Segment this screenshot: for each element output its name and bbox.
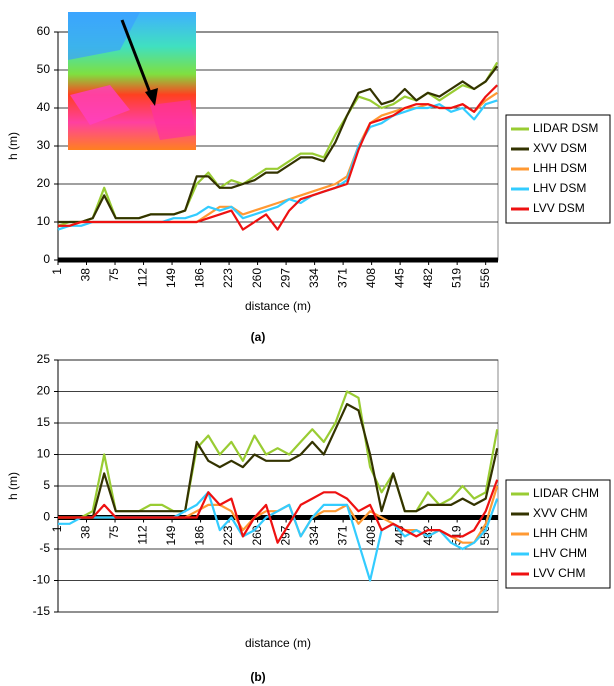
- legend-label: LHV CHM: [533, 546, 587, 560]
- x-tick-label: 297: [278, 268, 292, 288]
- x-tick-label: 408: [364, 525, 378, 545]
- x-tick-label: 149: [164, 525, 178, 545]
- y-tick-label: 0: [43, 510, 50, 524]
- legend-label: LVV CHM: [533, 566, 585, 580]
- legend: LIDAR CHM XVV CHM LHH CHM LHV CHM LVV CHM: [506, 480, 610, 588]
- y-tick-label: -15: [33, 604, 51, 618]
- y-tick-label: 50: [37, 62, 51, 76]
- y-tick-label: 60: [37, 24, 51, 38]
- x-tick-label: 371: [335, 268, 349, 288]
- x-tick-label: 371: [335, 525, 349, 545]
- legend-label: LHH DSM: [533, 161, 587, 175]
- x-tick-label: 112: [136, 525, 150, 544]
- x-tick-label: 75: [107, 268, 121, 282]
- x-tick-label: 38: [79, 268, 93, 282]
- legend-label: LVV DSM: [533, 201, 585, 215]
- x-tick-label: 334: [307, 268, 321, 288]
- legend: LIDAR DSM XVV DSM LHH DSM LHV DSM LVV DSM: [506, 115, 610, 223]
- y-tick-label: 10: [37, 447, 51, 461]
- y-tick-label: 20: [37, 176, 51, 190]
- caption: (b): [250, 670, 265, 684]
- caption: (a): [251, 330, 266, 344]
- x-tick-label: 149: [164, 268, 178, 288]
- x-tick-label: 223: [221, 268, 235, 288]
- x-tick-label: 556: [478, 268, 492, 288]
- y-tick-label: 5: [43, 478, 50, 492]
- legend-label: LIDAR DSM: [533, 121, 598, 135]
- x-tick-label: 186: [193, 525, 207, 545]
- x-tick-label: 408: [364, 268, 378, 288]
- y-tick-label: 40: [37, 100, 51, 114]
- y-tick-label: 20: [37, 384, 51, 398]
- legend-label: XVV DSM: [533, 141, 587, 155]
- x-tick-label: 223: [221, 525, 235, 545]
- x-tick-label: 445: [392, 268, 406, 288]
- y-tick-label: -10: [33, 573, 51, 587]
- y-axis-label: h (m): [6, 132, 20, 160]
- x-axis-label: distance (m): [245, 299, 311, 313]
- x-tick-label: 112: [136, 268, 150, 287]
- y-tick-label: 15: [37, 415, 51, 429]
- figure: 0102030405060138751121491862232602973343…: [0, 0, 614, 686]
- y-tick-label: 10: [37, 214, 51, 228]
- x-tick-label: 482: [421, 268, 435, 288]
- legend-label: XVV CHM: [533, 506, 588, 520]
- x-tick-label: 260: [250, 268, 264, 288]
- x-tick-label: 1: [50, 268, 64, 275]
- y-axis-label: h (m): [6, 472, 20, 500]
- y-tick-label: 25: [37, 352, 51, 366]
- y-tick-label: -5: [39, 541, 50, 555]
- y-tick-label: 0: [43, 252, 50, 266]
- x-axis-label: distance (m): [245, 636, 311, 650]
- x-tick-label: 186: [193, 268, 207, 288]
- x-tick-label: 519: [449, 268, 463, 288]
- legend-label: LHH CHM: [533, 526, 588, 540]
- x-tick-label: 334: [307, 525, 321, 545]
- x-tick-label: 38: [79, 525, 93, 539]
- inset-image: [68, 12, 196, 150]
- x-tick-label: 75: [107, 525, 121, 539]
- legend-label: LHV DSM: [533, 181, 586, 195]
- y-tick-label: 30: [37, 138, 51, 152]
- legend-label: LIDAR CHM: [533, 486, 599, 500]
- x-tick-label: 1: [50, 525, 64, 532]
